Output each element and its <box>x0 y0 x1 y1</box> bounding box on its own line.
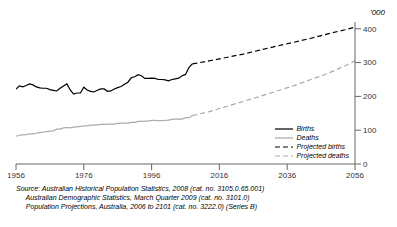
html-text:'000: '000 <box>370 8 385 17</box>
html-text:Projected births: Projected births <box>296 143 346 150</box>
svg-text:1976: 1976 <box>75 171 93 180</box>
html-text:Australian Demographic Statist: Australian Demographic Statistics, March… <box>16 194 250 201</box>
svg-text:100: 100 <box>363 126 377 135</box>
svg-text:200: 200 <box>363 92 377 101</box>
html-text:Projected deaths: Projected deaths <box>296 152 349 159</box>
svg-text:0: 0 <box>363 160 368 169</box>
html-text:Births: Births <box>296 125 315 132</box>
svg-text:2016: 2016 <box>211 171 229 180</box>
html-text:Source: Australian Historical: Source: Australian Historical Population… <box>16 185 265 192</box>
svg-text:2036: 2036 <box>278 171 296 180</box>
html-text:Population Projections, Austra: Population Projections, Australia, 2006 … <box>16 203 257 210</box>
svg-text:400: 400 <box>363 25 377 34</box>
html-text:Deaths: Deaths <box>296 134 319 141</box>
svg-text:2056: 2056 <box>346 171 364 180</box>
svg-text:1996: 1996 <box>143 171 161 180</box>
svg-text:300: 300 <box>363 58 377 67</box>
svg-text:1956: 1956 <box>8 171 25 180</box>
